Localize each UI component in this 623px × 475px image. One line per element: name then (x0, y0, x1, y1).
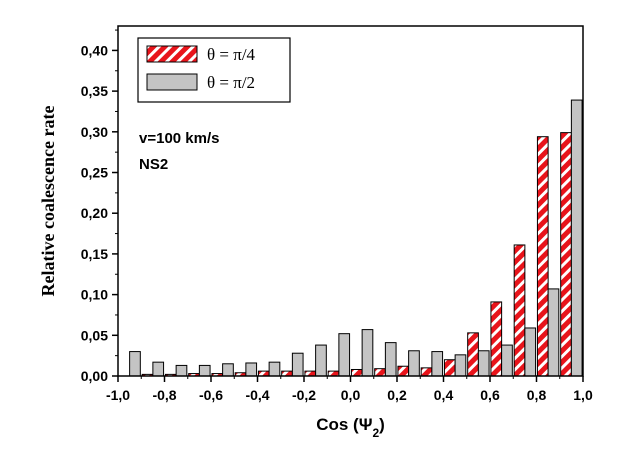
x-tick-label: 1,0 (573, 387, 593, 403)
bar-series-1-bin-13 (397, 365, 410, 377)
y-tick-label: 0,05 (81, 327, 108, 343)
x-tick-label: -0,8 (152, 387, 176, 403)
bar-series-2-bin-15 (454, 354, 467, 377)
x-axis-label-suffix: ) (379, 415, 385, 434)
legend-label-theta-pi-2: θ = π/2 (207, 73, 255, 92)
bar-series-2-bin-16 (477, 350, 490, 377)
x-tick-label: 0,8 (527, 387, 547, 403)
bar-series-2-bin-18 (524, 327, 537, 377)
y-tick-label: 0,15 (81, 246, 108, 262)
y-tick-label: 0,10 (81, 287, 108, 303)
x-axis-label: Cos (Ψ2) (316, 415, 385, 440)
bar-series-2-bin-19 (547, 288, 560, 377)
bar-series-2-bin-17 (501, 344, 513, 377)
annotation-model: NS2 (139, 156, 168, 173)
bar-series-2-bin-5 (222, 363, 234, 377)
bar-series-1-bin-15 (443, 359, 456, 377)
y-tick-label: 0,35 (81, 83, 108, 99)
x-tick-label: -0,2 (292, 387, 316, 403)
x-tick-label: -0,6 (199, 387, 223, 403)
annotation-velocity: v=100 km/s (139, 130, 220, 147)
y-tick-label: 0,40 (81, 42, 108, 58)
bar-series-1-bin-19 (536, 136, 549, 377)
legend-swatch-theta-pi-2 (146, 73, 198, 91)
bar-series-2-bin-3 (175, 364, 188, 377)
x-tick-label: -0,4 (245, 387, 269, 403)
bar-series-2-bin-20 (570, 99, 583, 377)
bar-series-2-bin-2 (152, 361, 165, 377)
bar-series-2-bin-13 (408, 350, 420, 377)
bar-series-2-bin-10 (338, 333, 351, 377)
legend: θ = π/4 θ = π/2 (137, 37, 291, 103)
x-axis-label-subscript: 2 (372, 426, 379, 440)
bar-series-1-bin-20 (560, 132, 572, 377)
bar-series-2-bin-11 (361, 329, 374, 377)
bar-series-2-bin-8 (291, 352, 304, 377)
bar-series-2-bin-4 (198, 364, 211, 377)
x-tick-label: 0,2 (387, 387, 407, 403)
legend-swatch-theta-pi-4 (146, 45, 198, 63)
bar-series-1-bin-12 (374, 368, 386, 377)
bar-series-1-bin-18 (513, 244, 526, 377)
x-tick-label: 0,4 (434, 387, 454, 403)
y-tick-label: 0,00 (81, 368, 108, 384)
bar-series-2-bin-1 (129, 351, 141, 377)
x-tick-label: 0,6 (480, 387, 500, 403)
bar-series-1-bin-17 (490, 301, 503, 377)
bar-series-2-bin-7 (268, 361, 281, 377)
bar-series-2-bin-9 (315, 344, 327, 377)
y-tick-label: 0,20 (81, 205, 108, 221)
bar-series-2-bin-14 (431, 351, 444, 377)
y-axis-label: Relative coalescence rate (38, 106, 58, 297)
legend-label-theta-pi-4: θ = π/4 (207, 45, 256, 64)
bar-series-1-bin-14 (420, 367, 433, 377)
bar-series-2-bin-12 (384, 342, 397, 377)
bar-series-1-bin-16 (467, 332, 479, 377)
x-tick-label: -1,0 (106, 387, 130, 403)
y-tick-label: 0,25 (81, 165, 108, 181)
bar-series-2-bin-6 (245, 362, 258, 377)
x-tick-label: 0,0 (341, 387, 361, 403)
x-axis-label-main: Cos (Ψ (316, 415, 372, 434)
bar-series-1-bin-11 (350, 368, 363, 377)
y-tick-label: 0,30 (81, 124, 108, 140)
